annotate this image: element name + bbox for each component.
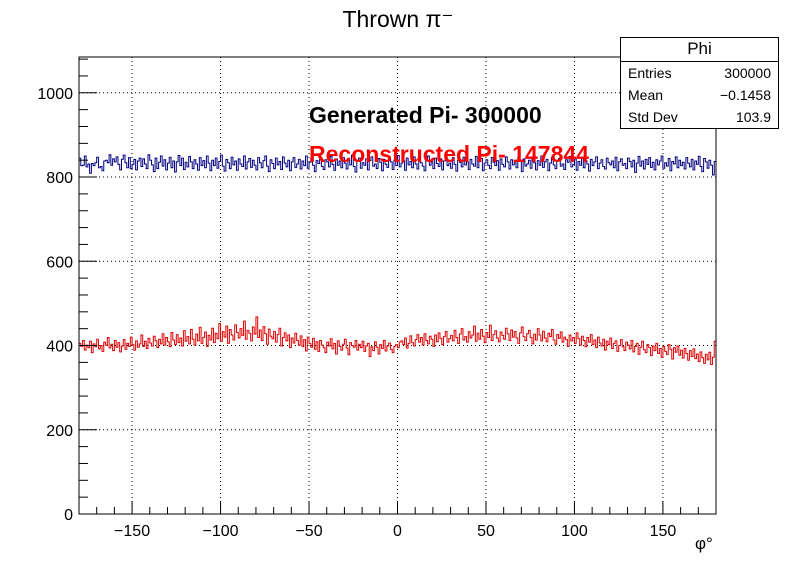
stats-key: Mean [628,87,664,103]
stats-row-mean: Mean −0.1458 [621,84,778,106]
x-tick-label: 100 [561,523,588,540]
stats-value: 300000 [724,65,771,81]
reconstructed-count-label: Reconstructed Pi- 147844 [309,141,589,167]
stats-row-entries: Entries 300000 [621,62,778,84]
stats-key: Std Dev [628,109,678,125]
y-tick-label: 400 [46,339,73,356]
stats-row-stddev: Std Dev 103.9 [621,106,778,128]
grid-lines [79,57,716,515]
x-tick-label: −50 [295,523,322,540]
stats-key: Entries [628,65,672,81]
axis-tick-labels: −150 −100 −50 0 50 100 150 0 200 400 600 800 1000 [37,86,676,540]
y-tick-label: 600 [46,254,73,271]
chart-title: Thrown π⁻ [342,6,454,32]
stats-box: Phi Entries 300000 Mean −0.1458 Std Dev … [620,37,779,129]
y-tick-label: 800 [46,170,73,187]
x-tick-label: −100 [203,523,239,540]
x-tick-label: 150 [650,523,677,540]
stats-value: −0.1458 [720,87,771,103]
generated-histogram [79,154,716,176]
y-tick-label: 1000 [37,86,73,103]
stats-box-title: Phi [621,38,778,62]
stats-value: 103.9 [735,109,771,125]
x-axis-title: φ° [695,534,713,553]
y-tick-label: 200 [46,423,73,440]
axis-ticks [79,58,699,515]
y-tick-label: 0 [64,507,73,524]
x-tick-label: −150 [114,523,150,540]
x-tick-label: 0 [393,523,402,540]
histogram-series [79,154,716,365]
x-tick-label: 50 [477,523,495,540]
reconstructed-histogram [79,316,716,365]
generated-count-label: Generated Pi- 300000 [309,102,542,128]
